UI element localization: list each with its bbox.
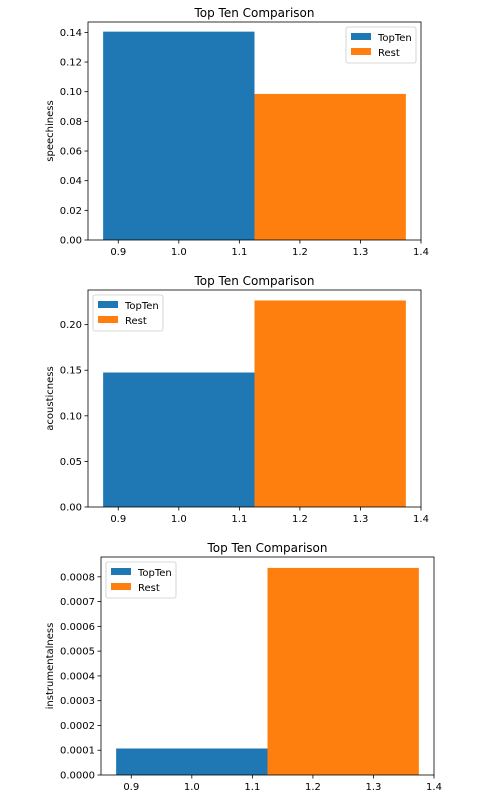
y-tick-label: 0.0007	[60, 597, 95, 608]
y-tick-label: 0.15	[60, 366, 82, 377]
legend: TopTen Rest	[105, 561, 177, 599]
legend-label-rest: Rest	[138, 583, 160, 594]
y-tick-label: 0.20	[60, 320, 82, 331]
x-tick-label: 1.3	[366, 782, 382, 793]
legend: TopTen Rest	[92, 294, 164, 332]
x-tick-label: 1.0	[184, 782, 200, 793]
y-tick-label: 0.08	[60, 117, 82, 128]
legend-swatch-topten	[111, 568, 131, 575]
y-tick-label: 0.10	[60, 87, 82, 98]
y-axis-label: speechiness	[45, 100, 56, 161]
y-tick-label: 0.04	[60, 176, 82, 187]
y-tick-label: 0.0000	[60, 771, 95, 782]
y-tick-label: 0.00	[60, 503, 82, 514]
y-tick-label: 0.0008	[60, 572, 95, 583]
x-tick-label: 1.2	[292, 514, 308, 525]
y-tick-label: 0.05	[60, 457, 82, 468]
legend-swatch-rest	[111, 583, 131, 590]
axes-frame	[87, 21, 422, 241]
bar-rest	[267, 567, 419, 775]
y-axis-label: acousticness	[45, 366, 56, 430]
x-tick-label: 1.1	[231, 514, 247, 525]
x-tick-label: 0.9	[123, 782, 139, 793]
y-tick-label: 0.0003	[60, 696, 95, 707]
y-tick-label: 0.02	[60, 206, 82, 217]
axes-frame	[87, 289, 422, 508]
y-tick-label: 0.0002	[60, 721, 95, 732]
chart-3: 0.9 1.0 1.1 1.2 1.3 1.4 0.0000 0.0001 0.0002 0.00…	[45, 541, 442, 793]
x-tick-label: 1.4	[413, 247, 429, 258]
x-tick-label: 1.0	[171, 514, 187, 525]
chart-title: Top Ten Comparison	[193, 6, 314, 20]
y-tick-label: 0.0004	[60, 671, 95, 682]
chart-2: 0.9 1.0 1.1 1.2 1.3 1.4 0.00 0.05 0.10 0.15 0.20 To…	[45, 274, 429, 525]
x-tick-label: 1.2	[292, 247, 308, 258]
axes-frame	[100, 556, 435, 776]
x-tick-label: 1.0	[171, 247, 187, 258]
y-tick-label: 0.12	[60, 58, 82, 69]
bar-rest	[254, 300, 406, 507]
legend-label-topten: TopTen	[377, 33, 412, 44]
y-tick-label: 0.0005	[60, 647, 95, 658]
x-tick-label: 1.4	[426, 782, 442, 793]
x-tick-label: 0.9	[110, 514, 126, 525]
chart-title: Top Ten Comparison	[193, 274, 314, 288]
legend-swatch-rest	[351, 48, 371, 55]
y-tick-label: 0.00	[60, 236, 82, 247]
legend-swatch-rest	[98, 316, 118, 323]
legend-label-rest: Rest	[378, 48, 400, 59]
legend-label-rest: Rest	[125, 316, 147, 327]
x-tick-label: 0.9	[110, 247, 126, 258]
y-axis-label: instrumentalness	[45, 623, 56, 710]
legend-label-topten: TopTen	[124, 301, 159, 312]
y-tick-label: 0.06	[60, 147, 82, 158]
chart-1: 0.9 1.0 1.1 1.2 1.3 1.4 0.00 0.02 0.04 0.06 0.08 0.…	[45, 6, 429, 258]
x-tick-label: 1.1	[231, 247, 247, 258]
x-tick-label: 1.3	[353, 514, 369, 525]
y-tick-label: 0.0001	[60, 746, 95, 757]
bar-topten	[103, 31, 255, 241]
bar-topten	[116, 748, 268, 775]
legend-swatch-topten	[351, 33, 371, 40]
x-tick-label: 1.1	[244, 782, 260, 793]
y-tick-label: 0.0006	[60, 622, 95, 633]
x-tick-label: 1.3	[353, 247, 369, 258]
bar-rest	[254, 93, 406, 240]
bar-topten	[103, 372, 255, 507]
y-tick-label: 0.10	[60, 411, 82, 422]
x-tick-label: 1.2	[305, 782, 321, 793]
y-tick-label: 0.14	[60, 28, 82, 39]
legend: TopTen Rest	[345, 26, 417, 64]
chart-title: Top Ten Comparison	[206, 541, 327, 555]
x-tick-label: 1.4	[413, 514, 429, 525]
legend-label-topten: TopTen	[137, 568, 172, 579]
legend-swatch-topten	[98, 301, 118, 308]
